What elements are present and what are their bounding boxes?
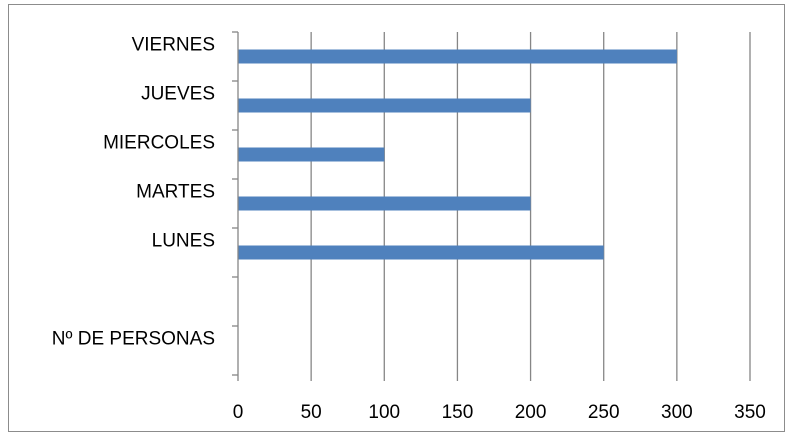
x-tick-label: 0 (233, 402, 244, 423)
y-tick-label: MARTES (136, 182, 215, 203)
tick-labels: 0 50 100 150 200 250 300 350 VIERNES JUEVES MIERCO… (52, 35, 766, 424)
axes (232, 31, 751, 381)
x-tick-label: 300 (661, 402, 693, 423)
x-tick-label: 350 (734, 402, 766, 423)
y-tick-label: MIERCOLES (103, 133, 215, 154)
bar (238, 245, 604, 260)
y-tick-label: LUNES (152, 231, 215, 252)
bar (238, 147, 385, 162)
x-tick-label: 50 (301, 402, 322, 423)
y-tick-label: JUEVES (141, 84, 215, 105)
gridlines (310, 32, 751, 375)
y-tick-label: Nº DE PERSONAS (52, 329, 215, 350)
x-tick-label: 200 (515, 402, 547, 423)
y-tick-label: VIERNES (132, 35, 215, 56)
x-tick-label: 250 (588, 402, 620, 423)
x-tick-label: 100 (368, 402, 400, 423)
chart-frame (8, 4, 785, 432)
bar (238, 98, 531, 113)
bar (238, 49, 677, 64)
x-tick-label: 150 (442, 402, 474, 423)
bars (238, 49, 677, 260)
bar (238, 196, 531, 211)
